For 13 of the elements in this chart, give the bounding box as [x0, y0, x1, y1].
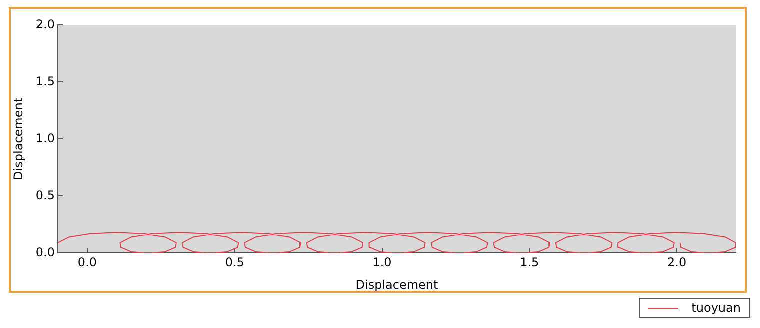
x-tick-label: 2.0: [667, 256, 687, 270]
legend-label: tuoyuan: [692, 301, 741, 315]
x-tick-label: 1.5: [520, 256, 540, 270]
y-tick-label: 2.0: [36, 17, 55, 32]
y-tick-label: 1.5: [36, 74, 55, 88]
y-tick-label: 0.0: [36, 245, 55, 260]
x-tick-label: 0.0: [78, 256, 98, 270]
x-tick-label: 1.0: [372, 256, 392, 270]
y-tick-label: 1.0: [36, 131, 55, 146]
y-tick-label: 0.5: [36, 188, 55, 202]
x-tick-label: 0.5: [225, 256, 244, 270]
x-axis-title: Displacement: [356, 278, 439, 292]
y-axis-title: Displacement: [11, 98, 26, 180]
